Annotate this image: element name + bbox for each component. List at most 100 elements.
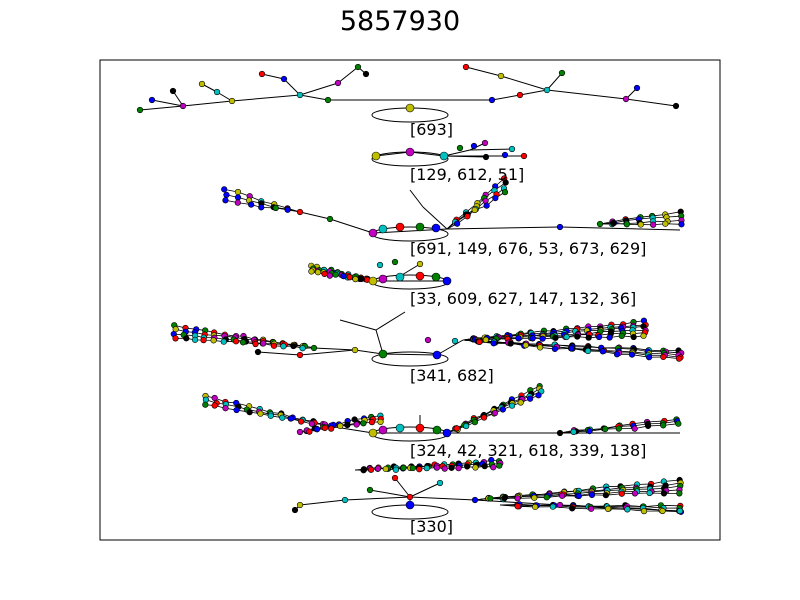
tree-node: [409, 464, 416, 472]
tree-node: [340, 273, 347, 280]
tree-node: [221, 186, 228, 193]
tree-node: [169, 87, 177, 95]
tree-node: [464, 463, 471, 470]
tree-node: [556, 429, 564, 437]
tree-node: [436, 479, 444, 487]
tree-node: [314, 269, 322, 276]
tree-edge: [337, 66, 359, 84]
tree-node: [290, 342, 297, 350]
tree-node: [491, 409, 499, 417]
tree-node: [376, 261, 384, 269]
tree-node: [470, 142, 478, 150]
root-ellipse: [371, 351, 449, 367]
tree-node: [507, 340, 514, 347]
tree-node: [220, 338, 227, 345]
tree-node: [279, 414, 286, 421]
tree-node: [308, 420, 315, 427]
tree-node: [371, 151, 381, 161]
tree-edge: [443, 155, 487, 158]
tree-node: [501, 189, 509, 196]
tree-node: [321, 270, 328, 277]
tree-node: [296, 91, 304, 99]
tree-node: [543, 494, 550, 501]
tree-node: [516, 91, 524, 99]
tree-node: [502, 179, 509, 186]
tree-node: [631, 490, 639, 497]
tree-node: [239, 339, 247, 346]
tree-node: [423, 465, 430, 472]
row-label: [129, 612, 51]: [410, 165, 524, 184]
tree-node: [559, 492, 566, 499]
tree-node: [353, 421, 360, 428]
tree-node: [433, 464, 440, 471]
tree-node: [471, 206, 478, 214]
tree-node: [637, 221, 644, 228]
tree-node: [631, 425, 638, 432]
tree-node: [234, 188, 242, 196]
tree-node: [321, 424, 328, 432]
tree-node: [574, 333, 581, 340]
tree-node: [628, 351, 636, 358]
tree-node: [324, 96, 332, 104]
tree-node: [299, 345, 306, 352]
tree-node: [482, 153, 490, 161]
figure-title: 5857930: [339, 6, 461, 37]
tree-edge: [257, 351, 301, 356]
tree-node: [400, 464, 407, 471]
tree-edge: [394, 477, 411, 498]
tree-node: [472, 464, 479, 471]
tree-node: [575, 492, 582, 500]
tree-node: [172, 335, 179, 342]
tree-node: [233, 406, 240, 414]
tree-node: [483, 202, 490, 209]
tree-node: [367, 466, 375, 473]
tree-node: [306, 428, 313, 435]
tree-node: [232, 338, 240, 345]
tree-edge: [436, 339, 464, 356]
tree-node: [659, 507, 666, 515]
tree-node: [599, 348, 606, 355]
tree-edge: [409, 189, 424, 208]
tree-node: [453, 425, 460, 432]
tree-node: [248, 201, 255, 208]
tree-node: [522, 342, 529, 349]
tree-edge: [299, 211, 331, 220]
tree-node: [366, 486, 374, 494]
tree-node: [623, 221, 630, 228]
tree-node: [596, 220, 604, 228]
tree-edge: [409, 151, 445, 157]
tree-node: [496, 462, 503, 469]
tree-node: [310, 344, 318, 352]
tree-node: [448, 464, 455, 471]
tree-edge: [559, 226, 681, 231]
tree-node: [378, 349, 388, 359]
tree-node: [492, 195, 499, 202]
tree-node: [405, 500, 415, 510]
tree-edge: [409, 482, 441, 498]
tree-node: [354, 63, 362, 71]
tree-node: [520, 152, 528, 160]
tree-node: [326, 272, 333, 279]
tree-node: [405, 103, 415, 113]
row-label: [693]: [410, 120, 453, 139]
tree-node: [660, 353, 667, 361]
tree-node: [415, 271, 425, 281]
tree-node: [291, 506, 299, 514]
tree-node: [570, 428, 577, 436]
tree-node: [252, 340, 259, 348]
tree-node: [529, 335, 536, 342]
tree-edge: [313, 347, 356, 351]
tree-node: [646, 489, 653, 497]
tree-node: [202, 401, 209, 408]
tree-node: [280, 343, 287, 350]
tree-node: [543, 86, 551, 94]
tree-node: [136, 106, 144, 114]
tree-edge: [443, 149, 471, 157]
tree-node: [676, 490, 683, 497]
tree-node: [536, 344, 544, 351]
tree-node: [211, 402, 218, 409]
tree-node: [613, 351, 621, 358]
tree-node: [377, 418, 384, 426]
tree-node: [374, 465, 382, 472]
